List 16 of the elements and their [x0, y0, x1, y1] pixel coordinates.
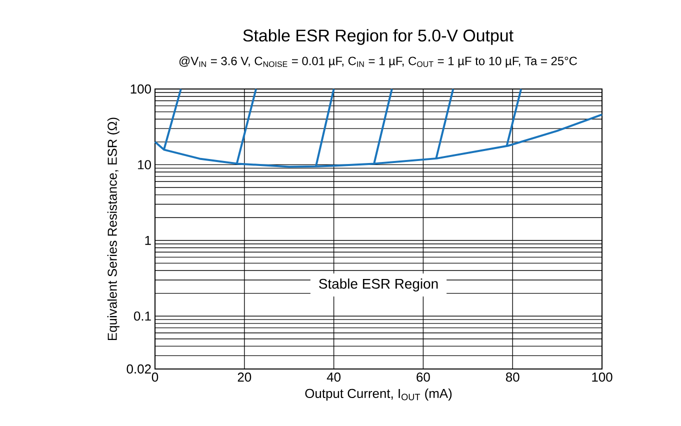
y-tick-label: 1: [145, 236, 151, 245]
chart-title: Stable ESR Region for 5.0-V Output: [243, 29, 514, 45]
x-tick-label: 80: [506, 372, 520, 382]
x-tick-label: 20: [238, 372, 252, 382]
x-tick-label: 0: [152, 372, 158, 382]
x-tick-label: 60: [416, 372, 430, 382]
y-tick-label: 0.1: [134, 312, 151, 321]
text: @V$_{IN}$ = 3.6 V, C$_{NOISE}$ = 0.01 µF, C$_{IN}$ = 1 µF, C$_{OUT}$ = 1 µF to 10 µF, Ta = 25°C: [179, 56, 578, 68]
x-axis-title: Output Current, I$_{OUT}$ (mA): [305, 388, 452, 401]
annotation: Stable ESR Region: [319, 278, 438, 292]
y-tick-label: 0.02: [126, 364, 151, 374]
y-tick-label: 10: [138, 160, 151, 170]
x-tick-label: 40: [326, 372, 341, 382]
x-tick-label: 100: [592, 372, 612, 382]
y-tick-label: 100: [130, 84, 151, 94]
y-axis-title: Equivalent Series Resistance, ESR (Ω): [107, 118, 120, 340]
